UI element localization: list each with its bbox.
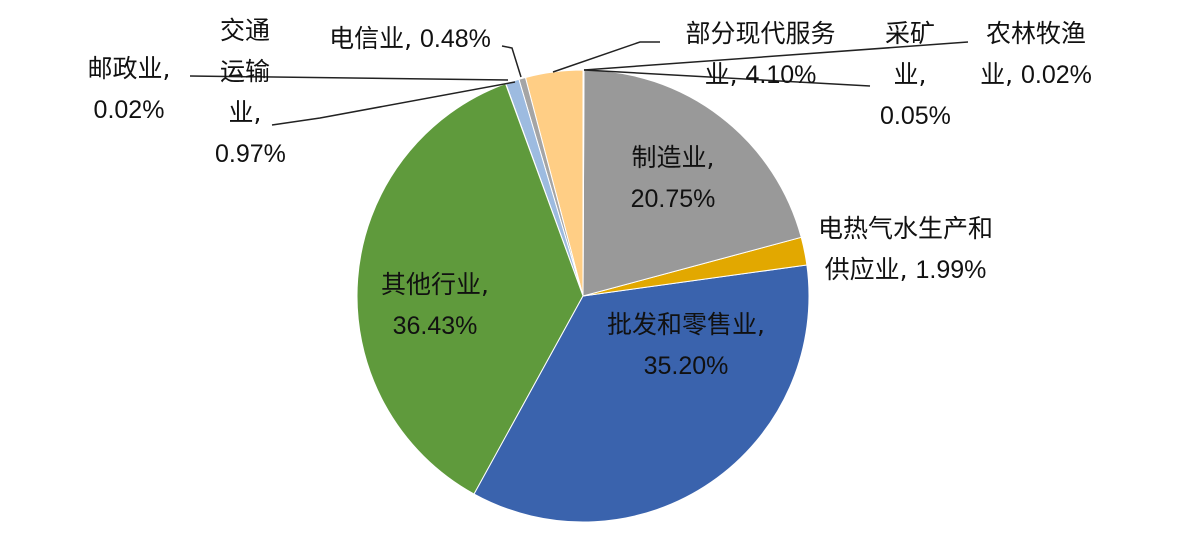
- data-label: 电信业, 0.48%: [300, 18, 520, 60]
- value-label: 0.48%: [420, 25, 491, 53]
- category-label: 制造业,: [631, 143, 715, 172]
- data-label: 电热气水生产和供应业, 1.99%: [808, 208, 1003, 291]
- data-label: 采矿业, 0.05%: [880, 13, 951, 137]
- leader-line: [583, 41, 969, 71]
- data-label: 部分现代服务业, 4.10%: [678, 13, 843, 96]
- data-label: 邮政业, 0.02%: [68, 48, 190, 131]
- category-label: 交通运输业,: [219, 16, 270, 127]
- leader-line: [271, 81, 516, 126]
- data-label: 制造业, 20.75%: [618, 137, 728, 220]
- category-label: 电信业,: [329, 24, 413, 53]
- value-label: 0.02%: [1021, 61, 1092, 89]
- value-label: 0.97%: [215, 140, 286, 168]
- leader-line: [189, 75, 509, 81]
- pie-slice: [473, 264, 810, 523]
- category-label: 农林牧渔业,: [980, 19, 1086, 89]
- category-label: 其他行业,: [381, 270, 489, 299]
- data-label: 农林牧渔业, 0.02%: [975, 13, 1097, 96]
- pie-slice: [356, 83, 584, 495]
- category-label: 采矿业,: [884, 19, 935, 89]
- value-label: 1.99%: [915, 256, 987, 284]
- pie-slice: [582, 69, 802, 297]
- value-label: 4.10%: [745, 61, 817, 89]
- category-label: 邮政业,: [87, 54, 171, 83]
- data-label: 批发和零售业, 35.20%: [586, 304, 786, 387]
- value-label: 36.43%: [392, 312, 478, 340]
- category-label: 电热气水生产和供应业,: [817, 214, 993, 284]
- category-label: 部分现代服务业,: [685, 19, 836, 89]
- value-label: 35.20%: [643, 352, 729, 380]
- value-label: 0.02%: [93, 96, 165, 124]
- leader-line: [552, 41, 660, 73]
- value-label: 20.75%: [630, 185, 716, 213]
- leader-line: [583, 69, 871, 87]
- data-label: 交通运输业, 0.97%: [215, 10, 286, 175]
- data-label: 其他行业, 36.43%: [360, 264, 510, 347]
- category-label: 批发和零售业,: [607, 310, 765, 339]
- leader-line: [501, 45, 522, 78]
- value-label: 0.05%: [880, 102, 951, 130]
